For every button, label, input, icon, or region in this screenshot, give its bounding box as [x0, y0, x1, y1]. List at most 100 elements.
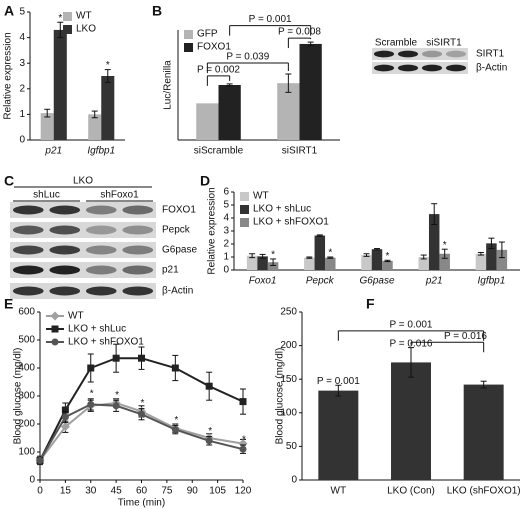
band — [12, 245, 44, 255]
legend-label: LKO + shFOXO1 — [68, 337, 144, 348]
x-tick-label: Igfbp1 — [477, 276, 505, 287]
point — [61, 406, 69, 414]
y-tick-label: 250 — [280, 307, 297, 318]
x-tick-label: p21 — [425, 276, 443, 287]
band — [49, 286, 81, 296]
x-tick-label: 75 — [161, 486, 173, 497]
bar — [246, 255, 258, 270]
band — [122, 245, 154, 255]
band — [49, 265, 81, 275]
band — [12, 265, 44, 275]
x-tick-label: 15 — [60, 486, 72, 497]
legend-marker — [50, 311, 60, 321]
y-tick-label: 5 — [223, 200, 229, 211]
point — [171, 426, 179, 434]
band — [49, 205, 81, 215]
x-tick-label: 105 — [209, 486, 226, 497]
x-tick-label: Foxo1 — [249, 276, 277, 287]
y-tick-label: 100 — [280, 407, 297, 418]
row-label: Pepck — [162, 225, 191, 236]
y-tick-label: 500 — [18, 335, 35, 346]
lane-group-label: shLuc — [33, 190, 60, 201]
x-tick-label: WT — [331, 486, 347, 497]
band — [397, 64, 419, 72]
blot-strip — [372, 48, 468, 60]
band — [397, 50, 419, 58]
y-tick-label: 1 — [19, 109, 25, 120]
bar — [486, 243, 497, 270]
series-line — [39, 401, 244, 462]
bar — [318, 390, 359, 480]
point — [87, 364, 95, 372]
legend-marker — [51, 338, 59, 346]
band — [421, 50, 443, 58]
legend-swatch — [63, 25, 72, 34]
lane-group-label: shFoxo1 — [100, 190, 139, 201]
bar — [277, 83, 300, 140]
band — [122, 286, 154, 296]
band — [122, 225, 154, 235]
p-value: P = 0.002 — [197, 64, 240, 75]
bar — [314, 235, 326, 270]
p-value: P = 0.001 — [249, 14, 292, 25]
significance-mark: * — [115, 390, 119, 401]
band — [85, 205, 117, 215]
point — [36, 456, 44, 464]
y-axis-label: Blood glucose (mg/dl) — [13, 348, 24, 445]
significance-mark: * — [242, 435, 246, 446]
y-tick-label: 0 — [19, 135, 25, 146]
point — [138, 410, 145, 418]
x-tick-label: 120 — [235, 486, 252, 497]
row-label: p21 — [162, 265, 179, 276]
blot-strip — [10, 222, 156, 238]
significance-mark: * — [208, 426, 212, 437]
significance-mark: * — [58, 13, 62, 24]
y-tick-label: 0 — [29, 475, 35, 486]
panel-label: C — [4, 173, 14, 189]
x-tick-label: 45 — [111, 486, 123, 497]
band — [122, 265, 154, 275]
series-line — [39, 403, 244, 461]
blot-strip — [10, 202, 156, 218]
legend-label: LKO — [76, 24, 96, 35]
y-tick-label: 200 — [280, 340, 297, 351]
point — [112, 354, 120, 362]
row-label: FOXO1 — [162, 205, 196, 216]
point — [171, 364, 179, 372]
significance-mark: * — [174, 415, 178, 426]
y-tick-label: 3 — [19, 58, 25, 69]
x-tick-label: LKO (Con) — [387, 486, 435, 497]
bar — [304, 257, 315, 270]
y-tick-label: 3 — [223, 226, 229, 237]
y-axis-label: Relative expression — [207, 187, 218, 274]
bar — [496, 249, 508, 270]
legend-label: GFP — [197, 29, 218, 40]
p-value: P = 0.016 — [444, 331, 487, 342]
significance-mark: * — [328, 248, 332, 259]
band — [122, 205, 154, 215]
y-tick-label: 100 — [18, 447, 35, 458]
point — [205, 437, 213, 445]
band — [373, 64, 395, 72]
bar — [475, 253, 487, 270]
point — [138, 354, 145, 362]
significance-mark: * — [386, 251, 390, 262]
blot-strip — [10, 242, 156, 258]
p-value: P = 0.001 — [390, 319, 433, 330]
x-tick-label: siScramble — [194, 146, 244, 157]
x-tick-label: Igfbp1 — [87, 146, 115, 157]
panel-label: B — [152, 3, 162, 19]
band — [85, 265, 117, 275]
bar — [53, 29, 67, 141]
y-tick-label: 600 — [18, 307, 35, 318]
point — [87, 400, 95, 408]
y-tick-label: 200 — [18, 419, 35, 430]
point — [61, 413, 69, 421]
band — [85, 245, 117, 255]
legend-label: WT — [68, 311, 84, 322]
bar — [218, 85, 241, 140]
legend-swatch — [240, 205, 249, 214]
bar — [428, 214, 440, 270]
point — [112, 402, 120, 410]
